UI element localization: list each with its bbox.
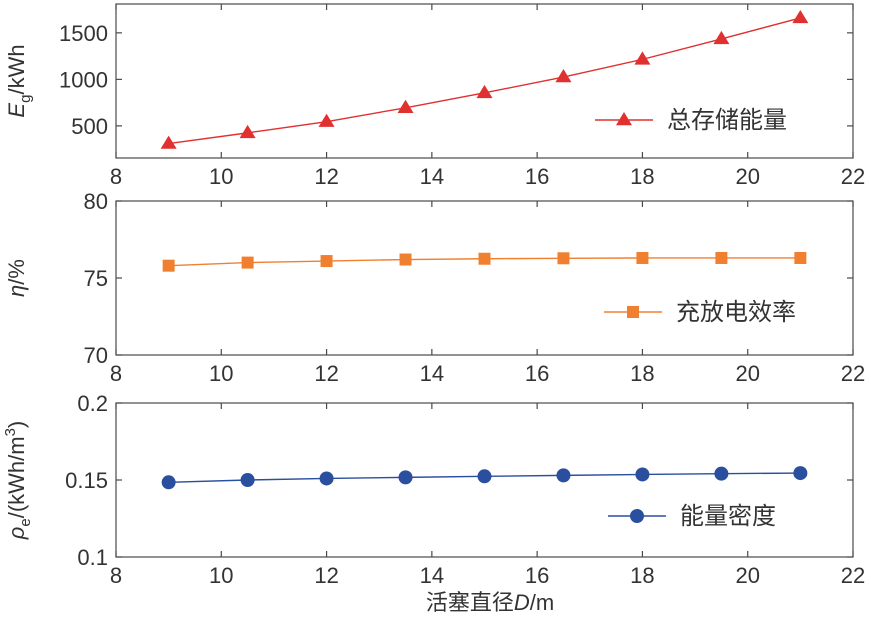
data-point: [634, 51, 651, 65]
legend-label: 总存储能量: [667, 107, 787, 134]
data-point: [320, 255, 333, 268]
plot-frame: [115, 3, 854, 159]
data-point: [477, 469, 492, 484]
y-tick-label: 0.2: [77, 391, 108, 416]
x-tick-label: 12: [314, 563, 338, 588]
data-point: [398, 470, 413, 485]
x-tick-label: 16: [525, 164, 549, 189]
data-point: [239, 124, 256, 139]
x-tick-label: 16: [525, 563, 549, 588]
data-point: [319, 471, 334, 486]
x-tick-label: 22: [841, 361, 865, 386]
data-point: [555, 69, 572, 83]
data-point: [240, 473, 255, 487]
data-point: [397, 99, 414, 113]
data-point: [162, 259, 175, 272]
data-point: [399, 253, 412, 266]
data-point: [557, 252, 570, 265]
y-tick-label: 75: [84, 266, 108, 291]
data-point: [478, 252, 491, 265]
x-tick-label: 12: [314, 164, 338, 189]
x-tick-label: 10: [209, 563, 233, 588]
y-tick-label: 70: [84, 343, 108, 368]
y-tick-label: 80: [84, 189, 108, 214]
x-tick-label: 10: [209, 164, 233, 189]
y-axis-label: Eg/kWh: [4, 44, 34, 117]
data-point: [714, 466, 729, 481]
data-point: [794, 251, 807, 264]
y-tick-label: 1000: [59, 67, 108, 92]
x-tick-label: 12: [314, 361, 338, 386]
data-point: [161, 475, 176, 490]
x-axis-label: 活塞直径D/m: [426, 590, 554, 615]
x-tick-label: 10: [209, 361, 233, 386]
legend-label: 能量密度: [680, 503, 776, 530]
x-tick-label: 20: [735, 563, 759, 588]
x-tick-label: 8: [110, 361, 122, 386]
panel-1: 8 10 12 14 16 18 20 22 500 1000 1500 Eg/kWh 总存储能量: [4, 3, 865, 189]
x-tick-label: 20: [735, 361, 759, 386]
x-tick-label: 18: [630, 361, 654, 386]
y-axis-label: ρe/(kWh/m3): [2, 421, 34, 541]
x-tick-label: 18: [630, 563, 654, 588]
data-point: [241, 256, 254, 269]
x-tick-label: 16: [525, 361, 549, 386]
data-point: [792, 9, 809, 24]
x-tick-label: 14: [420, 361, 444, 386]
data-point: [635, 467, 650, 482]
legend-marker: [630, 509, 644, 523]
y-tick-label: 0.1: [77, 545, 108, 570]
legend-marker: [616, 112, 632, 126]
data-point: [556, 468, 571, 483]
data-point: [715, 251, 728, 264]
panel-3: 8 10 12 14 16 18 20 22 0.1 0.15 0.2 ρe/(kWh/m3) 能量密度: [2, 391, 865, 588]
y-tick-label: 1500: [59, 21, 108, 46]
x-tick-label: 14: [420, 563, 444, 588]
x-tick-label: 22: [841, 563, 865, 588]
data-point: [713, 30, 730, 45]
x-tick-label: 8: [110, 563, 122, 588]
y-tick-label: 500: [71, 114, 108, 139]
x-tick-label: 20: [735, 164, 759, 189]
legend-marker: [627, 306, 639, 318]
x-tick-label: 8: [110, 164, 122, 189]
data-point: [636, 251, 649, 264]
plot-frame: [115, 200, 854, 356]
data-point: [318, 113, 335, 127]
y-tick-label: 0.15: [65, 468, 108, 493]
x-tick-label: 14: [420, 164, 444, 189]
data-point: [160, 135, 177, 149]
x-tick-label: 18: [630, 164, 654, 189]
y-axis-label: η/%: [4, 259, 29, 297]
panel-2: 8 10 12 14 16 18 20 22 70 75 80 η/% 充放电效率: [4, 189, 865, 386]
data-point: [476, 84, 493, 99]
x-tick-label: 22: [841, 164, 865, 189]
legend-label: 充放电效率: [676, 299, 796, 326]
data-point: [793, 466, 808, 481]
